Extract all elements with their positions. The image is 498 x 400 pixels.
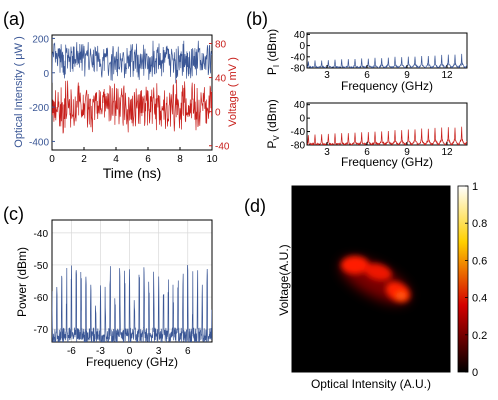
- chart-b-bottom-ytick-label: -80: [291, 141, 306, 152]
- chart-c-ytick-label: -60: [34, 293, 49, 304]
- chart-d-hotspot-middle: [364, 263, 392, 281]
- chart-d-colorbar-tick-label: 0.2: [472, 330, 487, 342]
- chart-c-ytick-label: -70: [34, 325, 49, 336]
- chart-b-bottom-plot-area: [306, 102, 468, 146]
- chart-a-ytick-right-label: 40: [215, 74, 227, 85]
- chart-b-bottom-xtick-label: 9: [404, 147, 410, 158]
- chart-b-bottom-ylabel: PV (dBm): [265, 99, 281, 148]
- chart-b-top-plot-area: [306, 32, 468, 69]
- chart-c-ytick-label: -40: [34, 229, 49, 240]
- chart-c-plot-area: [51, 219, 213, 343]
- chart-c-xtick-label: -6: [67, 346, 76, 357]
- chart-d-colorbar-tick-label: 0.6: [472, 255, 487, 267]
- chart-c-xtick-label: -3: [96, 346, 105, 357]
- chart-b-top-ytick-label: -80: [291, 64, 306, 75]
- chart-d-hotspot-core: [396, 292, 406, 300]
- panel-label-c: (c): [3, 204, 24, 224]
- chart-b-top-ytick-label: 0: [299, 41, 305, 52]
- chart-a-series-voltage: [52, 79, 212, 134]
- chart-b-top-ylabel-sub: I: [272, 65, 281, 67]
- chart-d-plot-frame: [291, 185, 451, 373]
- chart-b-bottom-ytick-label: 40: [294, 100, 306, 111]
- chart-c-xtick-label: 3: [156, 346, 162, 357]
- chart-c-xtick-label: 0: [127, 346, 133, 357]
- chart-d-colorbar: [457, 185, 469, 373]
- chart-a-ytick-left-label: 0: [43, 69, 49, 80]
- panel-label-d: (d): [244, 196, 266, 216]
- chart-b-bottom-series: [307, 126, 467, 145]
- panel-label-b: (b): [246, 9, 268, 29]
- chart-a-xtick-label: 10: [206, 154, 218, 165]
- chart-d-colorbar-tick-label: 0: [472, 367, 478, 379]
- chart-b-bottom-xlabel: Frequency (GHz): [341, 155, 433, 169]
- chart-d-xlabel: Optical Intensity (A.U.): [311, 377, 431, 391]
- chart-d-colorbar-tick-label: 0.8: [472, 218, 487, 230]
- chart-b-bottom-xtick-label: 6: [364, 147, 370, 158]
- chart-d-ylabel: Voltage(A.U.): [277, 244, 291, 315]
- chart-d-hotspot: [340, 256, 411, 304]
- chart-a-ytick-left-label: 200: [32, 34, 49, 45]
- chart-d-hotspot-upper: [341, 256, 369, 274]
- chart-c-ylabel: Power (dBm): [15, 247, 29, 317]
- chart-c-xlabel: Frequency (GHz): [86, 355, 178, 369]
- chart-b-top-xtick-label: 9: [404, 70, 410, 81]
- chart-a-xtick-label: 2: [81, 154, 87, 165]
- chart-c-ytick-label: -50: [34, 261, 49, 272]
- chart-b-bottom: 3 6 9 12 40 0 -40 -80 Frequency (GHz) PV (dBm): [265, 99, 468, 169]
- chart-a-ylabel-right: Voltage ( mV ): [227, 57, 239, 127]
- chart-b-bottom-ytick-label: -40: [291, 127, 306, 138]
- chart-a-ytick-left-label: -200: [29, 103, 49, 114]
- chart-b-top-ylabel: PI (dBm): [265, 29, 281, 75]
- chart-b-bottom-xtick-label: 12: [441, 147, 453, 158]
- chart-a-xtick-label: 8: [177, 154, 183, 165]
- chart-d: 10.80.60.40.20 Optical Intensity (A.U.) …: [277, 181, 487, 391]
- chart-d-colorbar-tick-label: 1: [472, 181, 478, 193]
- chart-b-bottom-xtick-label: 3: [324, 147, 330, 158]
- chart-a-xtick-label: 0: [49, 154, 55, 165]
- chart-a-series-optical-intensity: [52, 40, 212, 84]
- panel-label-a: (a): [3, 9, 25, 29]
- chart-a-ytick-left-label: -400: [29, 137, 49, 148]
- chart-c-xtick-label: 6: [185, 346, 191, 357]
- chart-c: -6 -3 0 3 6 -40 -50 -60 -70 Frequency (GHz) Pow…: [15, 219, 213, 369]
- chart-a-ylabel-left: Optical Intensity ( μW ): [13, 36, 25, 147]
- chart-b-top-ytick-label: -40: [291, 52, 306, 63]
- chart-a-ytick-right-label: 80: [215, 40, 227, 51]
- chart-a-xtick-label: 4: [113, 154, 119, 165]
- chart-d-colorbar-tick-label: 0.4: [472, 293, 487, 305]
- chart-b-top-xlabel: Frequency (GHz): [341, 79, 433, 93]
- chart-b-top: 3 6 9 12 400-40-80 Frequency (GHz) PI (dBm): [265, 29, 468, 93]
- chart-b-bottom-ytick-label: 0: [299, 114, 305, 125]
- chart-a-xlabel: Time (ns): [103, 165, 162, 181]
- chart-b-top-ytick-label: 40: [294, 30, 306, 41]
- chart-a-ytick-right-label: -40: [215, 142, 230, 153]
- chart-b-top-xtick-label: 3: [324, 70, 330, 81]
- chart-b-top-series: [307, 53, 467, 68]
- chart-a-ytick-right-label: 0: [215, 108, 221, 119]
- chart-a-xtick-label: 6: [145, 154, 151, 165]
- chart-b-bottom-ylabel-sub: V: [272, 135, 281, 141]
- chart-c-series: [52, 264, 212, 342]
- chart-b-top-xtick-label: 12: [441, 70, 453, 81]
- chart-b-top-xtick-label: 6: [364, 70, 370, 81]
